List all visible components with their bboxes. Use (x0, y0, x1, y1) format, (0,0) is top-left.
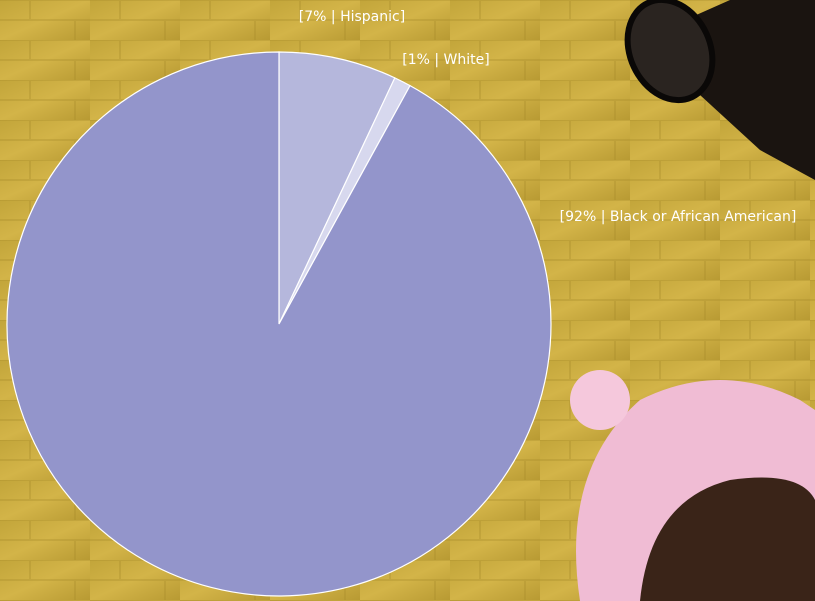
pie-slice (278, 51, 396, 325)
pie (6, 51, 552, 597)
slice-label: [1% | White] (402, 52, 489, 68)
slice-label: [92% | Black or African American] (560, 209, 797, 225)
slice-label: [7% | Hispanic] (299, 9, 405, 25)
telescope (624, 0, 815, 180)
child-with-hat (570, 370, 815, 601)
pie-slice (6, 51, 552, 597)
